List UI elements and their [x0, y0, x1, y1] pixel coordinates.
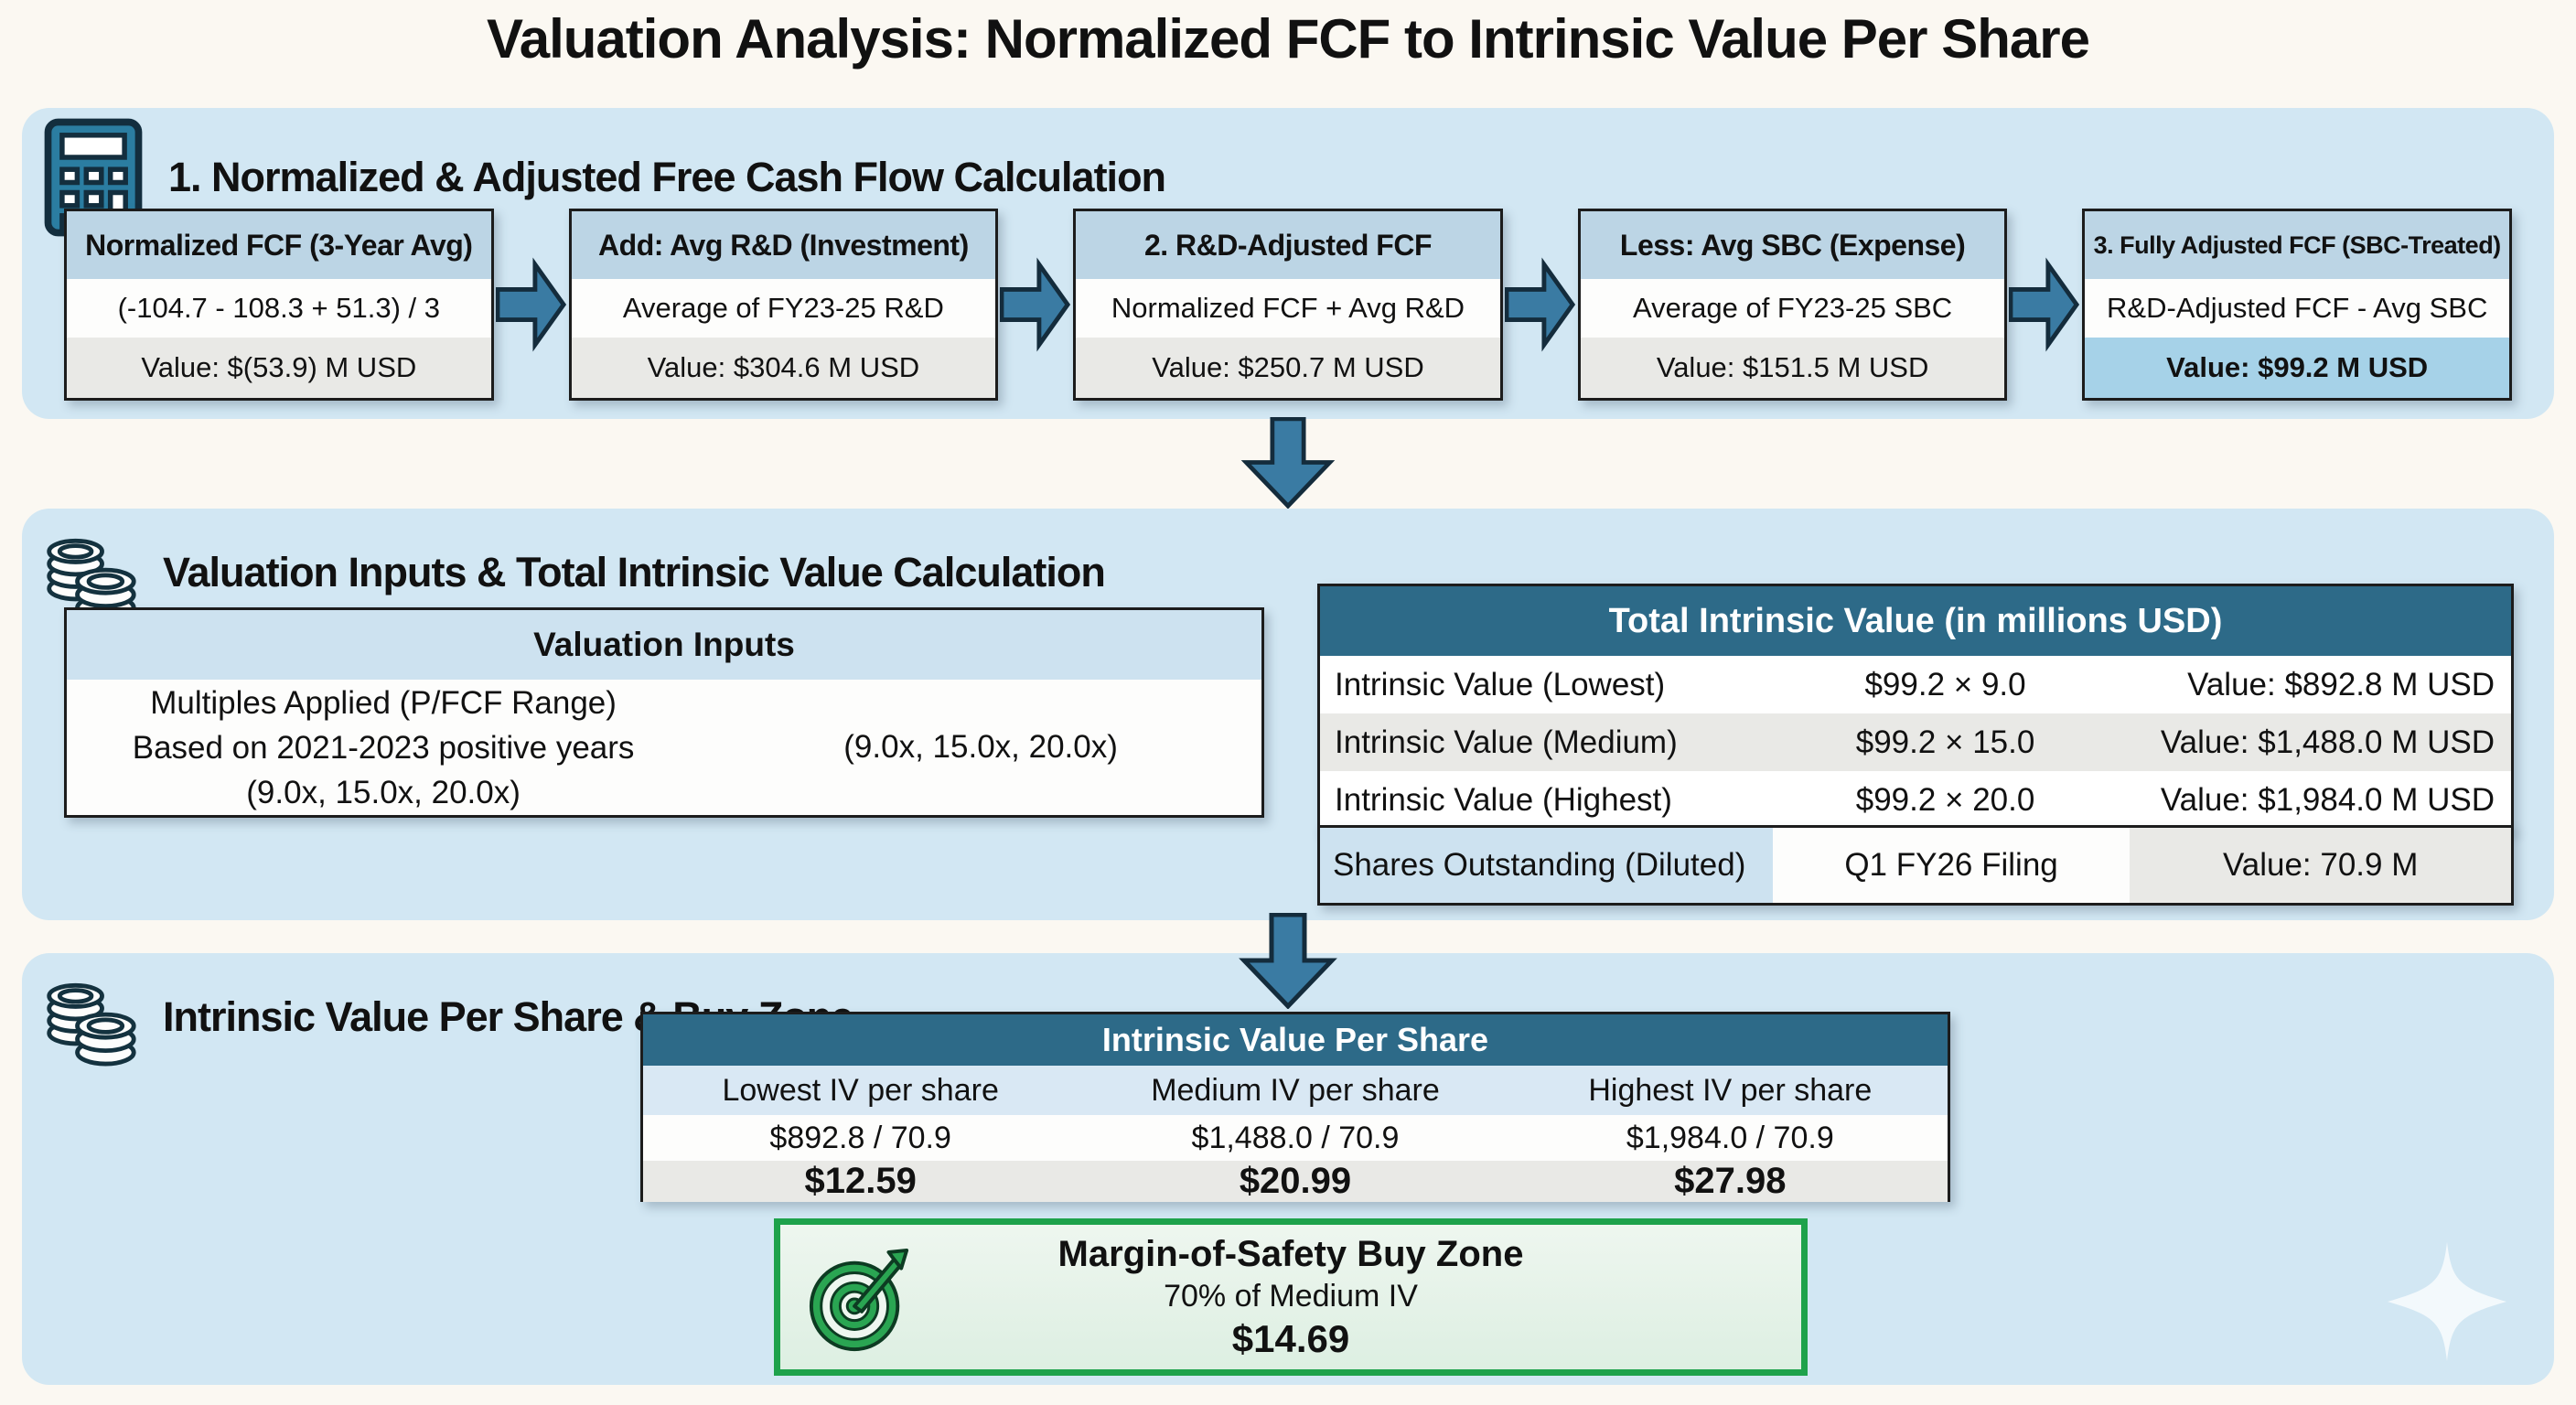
shares-value: Value: 70.9 M	[2130, 828, 2511, 903]
right-arrow-icon	[1000, 257, 1071, 352]
result-row: $12.59 $20.99 $27.98	[643, 1161, 1948, 1202]
step-header: Less: Avg SBC (Expense)	[1580, 211, 2005, 279]
step-header: 3. Fully Adjusted FCF (SBC-Treated)	[2085, 211, 2509, 279]
row-formula: $99.2 × 20.0	[1855, 781, 2035, 818]
buy-zone-title: Margin-of-Safety Buy Zone	[1057, 1233, 1524, 1274]
formula-cell: $892.8 / 70.9	[769, 1120, 951, 1155]
section2-heading: Valuation Inputs & Total Intrinsic Value…	[163, 549, 1106, 595]
multiples-label-line: Based on 2021-2023 positive years	[132, 729, 635, 766]
step-value: Value: $99.2 M USD	[2085, 338, 2509, 398]
row-value: Value: $892.8 M USD	[2187, 666, 2495, 702]
table-row: Intrinsic Value (Lowest) $99.2 × 9.0 Val…	[1320, 656, 2511, 713]
buy-zone-subtitle: 70% of Medium IV	[1164, 1278, 1418, 1314]
multiples-label-line: (9.0x, 15.0x, 20.0x)	[246, 774, 521, 810]
right-arrow-icon	[1504, 257, 1575, 352]
result-cell: $12.59	[804, 1161, 917, 1201]
target-icon	[809, 1248, 909, 1352]
table-row: Intrinsic Value (Highest) $99.2 × 20.0 V…	[1320, 771, 2511, 829]
row-label: Intrinsic Value (Highest)	[1335, 781, 1672, 818]
row-value: Value: $1,984.0 M USD	[2160, 781, 2495, 818]
step-value: Value: $151.5 M USD	[1580, 338, 2005, 398]
valuation-inputs-header: Valuation Inputs	[67, 610, 1261, 680]
row-formula: $99.2 × 15.0	[1855, 724, 2035, 760]
step-value: Value: $304.6 M USD	[571, 338, 996, 398]
buy-zone-text: Margin-of-Safety Buy Zone 70% of Medium …	[1058, 1231, 1524, 1364]
right-arrow-icon	[495, 257, 566, 352]
step-add-rd: Add: Avg R&D (Investment) Average of FY2…	[568, 209, 999, 401]
column-header: Medium IV per share	[1151, 1072, 1440, 1108]
shares-source: Q1 FY26 Filing	[1772, 828, 2131, 903]
row-value: Value: $1,488.0 M USD	[2160, 724, 2495, 760]
step-normalized-fcf: Normalized FCF (3-Year Avg) (-104.7 - 10…	[64, 209, 494, 401]
row-label: Intrinsic Value (Lowest)	[1335, 666, 1666, 702]
buy-zone-value: $14.69	[1231, 1317, 1350, 1360]
total-intrinsic-value-table: Total Intrinsic Value (in millions USD) …	[1317, 584, 2514, 831]
total-intrinsic-value-header: Total Intrinsic Value (in millions USD)	[1320, 586, 2511, 656]
down-arrow-icon	[1240, 417, 1336, 509]
margin-of-safety-buy-zone: Margin-of-Safety Buy Zone 70% of Medium …	[774, 1218, 1808, 1376]
shares-outstanding-row: Shares Outstanding (Diluted) Q1 FY26 Fil…	[1317, 825, 2514, 906]
step-header: 2. R&D-Adjusted FCF	[1076, 211, 1500, 279]
multiples-value: (9.0x, 15.0x, 20.0x)	[843, 729, 1118, 765]
page-title: Valuation Analysis: Normalized FCF to In…	[487, 8, 2090, 70]
step-value: Value: $(53.9) M USD	[67, 338, 491, 398]
formula-cell: $1,984.0 / 70.9	[1626, 1120, 1834, 1155]
section-valuation-inputs: Valuation Inputs & Total Intrinsic Value…	[22, 509, 2554, 920]
coins-icon	[47, 982, 136, 1067]
column-headers-row: Lowest IV per share Medium IV per share …	[643, 1066, 1948, 1115]
right-arrow-icon	[2009, 257, 2080, 352]
step-fully-adjusted-fcf: 3. Fully Adjusted FCF (SBC-Treated) R&D-…	[2082, 209, 2512, 401]
shares-label: Shares Outstanding (Diluted)	[1320, 828, 1773, 903]
down-arrow-icon	[1239, 913, 1337, 1009]
formula-row: $892.8 / 70.9 $1,488.0 / 70.9 $1,984.0 /…	[643, 1115, 1948, 1161]
fcf-flow: Normalized FCF (3-Year Avg) (-104.7 - 10…	[64, 209, 2512, 401]
step-header: Normalized FCF (3-Year Avg)	[67, 211, 491, 279]
step-formula: (-104.7 - 108.3 + 51.3) / 3	[67, 279, 491, 338]
valuation-inputs-table: Valuation Inputs Multiples Applied (P/FC…	[64, 607, 1264, 818]
multiples-label-line: Multiples Applied (P/FCF Range)	[150, 684, 617, 721]
section1-heading: 1. Normalized & Adjusted Free Cash Flow …	[168, 154, 1166, 200]
step-formula: Average of FY23-25 R&D	[571, 279, 996, 338]
step-formula: Average of FY23-25 SBC	[1580, 279, 2005, 338]
multiples-label: Multiples Applied (P/FCF Range) Based on…	[67, 681, 700, 815]
formula-cell: $1,488.0 / 70.9	[1191, 1120, 1400, 1155]
step-formula: R&D-Adjusted FCF - Avg SBC	[2085, 279, 2509, 338]
per-share-header: Intrinsic Value Per Share	[643, 1014, 1948, 1066]
result-cell: $20.99	[1239, 1161, 1352, 1201]
step-value: Value: $250.7 M USD	[1076, 338, 1500, 398]
section-per-share-buy-zone: Intrinsic Value Per Share & Buy Zone Int…	[22, 953, 2554, 1385]
column-header: Highest IV per share	[1588, 1072, 1873, 1108]
step-formula: Normalized FCF + Avg R&D	[1076, 279, 1500, 338]
step-less-sbc: Less: Avg SBC (Expense) Average of FY23-…	[1577, 209, 2008, 401]
result-cell: $27.98	[1674, 1161, 1787, 1201]
intrinsic-value-per-share-table: Intrinsic Value Per Share Lowest IV per …	[640, 1012, 1950, 1202]
step-header: Add: Avg R&D (Investment)	[571, 211, 996, 279]
section-normalized-fcf: 1. Normalized & Adjusted Free Cash Flow …	[22, 108, 2554, 419]
row-formula: $99.2 × 9.0	[1864, 666, 2026, 702]
row-label: Intrinsic Value (Medium)	[1335, 724, 1678, 760]
table-row: Intrinsic Value (Medium) $99.2 × 15.0 Va…	[1320, 713, 2511, 771]
step-rd-adjusted-fcf: 2. R&D-Adjusted FCF Normalized FCF + Avg…	[1073, 209, 1503, 401]
column-header: Lowest IV per share	[722, 1072, 999, 1108]
sparkle-icon	[2388, 1242, 2506, 1361]
